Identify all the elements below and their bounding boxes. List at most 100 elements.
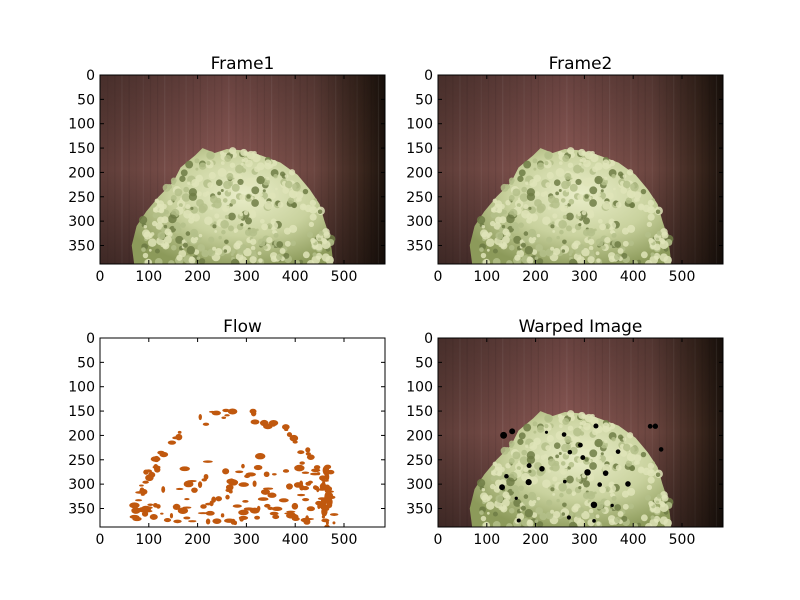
blossom [558,482,567,492]
blossom [500,446,509,455]
blossom [571,491,577,496]
blossom [190,206,194,210]
blossom [611,232,617,238]
flow-patch [211,410,221,416]
warp-artifact [577,442,583,448]
flow-patch [150,456,161,462]
blossom [248,177,255,184]
blossom [529,441,538,451]
blossom [547,206,552,210]
blossom [243,210,249,216]
flow-patch [301,486,310,491]
blossom [578,148,586,157]
flow-patch [143,469,149,475]
blossom [180,169,188,177]
blossom [508,458,515,464]
blossom [224,214,229,219]
flow-patch [322,504,329,512]
blossom [256,175,265,185]
blossom [581,420,587,426]
blossom [596,521,601,526]
flow-patch [272,473,277,476]
blossom [220,219,229,229]
blossom [218,235,222,240]
flow-patch [286,483,293,490]
blossom [185,204,191,210]
blossom [567,425,574,431]
flow-patch [306,454,315,460]
blossom [201,247,205,251]
x-tick-label: 0 [434,269,443,285]
x-tick-label: 0 [96,269,105,285]
blossom [608,508,613,512]
blossom [255,194,259,198]
blossom [569,183,578,192]
blossom [526,217,533,224]
blossom [252,153,261,163]
flow-patch [220,513,225,518]
flow-patch [316,486,320,493]
blossom [321,253,330,262]
y-tick-label: 50 [415,92,433,108]
blossom [615,201,622,208]
blossom [604,176,608,181]
flow-patch [202,460,213,463]
blossom [492,198,497,203]
blossom [188,192,198,201]
blossom [601,508,606,513]
blossom [516,466,521,471]
flow-patch [222,468,230,475]
blossom [290,240,296,247]
blossom [537,203,546,212]
blossom [517,438,524,445]
blossom [579,168,585,173]
blossom [545,182,552,188]
blossom [534,454,540,460]
y-tick-label: 0 [424,331,433,347]
blossom [611,173,616,179]
blossom [161,216,169,224]
y-tick-label: 150 [406,404,433,420]
y-tick-label: 300 [406,214,433,230]
blossom [485,238,495,247]
blossom [302,251,310,259]
blossom [630,182,639,192]
blossom [562,239,567,245]
blossom [595,501,604,510]
flow-patch [281,424,290,430]
x-tick-label: 100 [135,269,162,285]
flow-patch [233,410,237,414]
blossom [600,452,604,456]
blossom [258,192,263,197]
blossom [614,516,621,524]
blossom [577,193,584,201]
blossom [525,181,529,185]
blossom [190,228,199,237]
flow-patch [250,419,260,425]
blossom [552,492,556,496]
blossom [264,159,272,167]
blossom [582,217,590,225]
blossom [164,209,169,215]
flow-patch [153,502,158,508]
blossom [547,469,552,473]
blossom [508,507,515,514]
blossom [536,521,544,527]
blossom [553,247,561,256]
blossom [565,488,572,495]
axes-frame [99,74,386,265]
blossom [213,190,217,194]
flow-patch [267,506,274,510]
flow-patch [242,500,249,503]
blossom [647,213,655,221]
blossom [550,224,555,229]
blossom [644,494,652,501]
flow-patch [131,507,141,514]
blossom [567,410,575,418]
blossom [224,154,232,162]
blossom [170,244,177,251]
blossom [308,221,315,228]
blossom [522,499,529,506]
blossom [238,256,248,264]
blossom [648,237,654,244]
